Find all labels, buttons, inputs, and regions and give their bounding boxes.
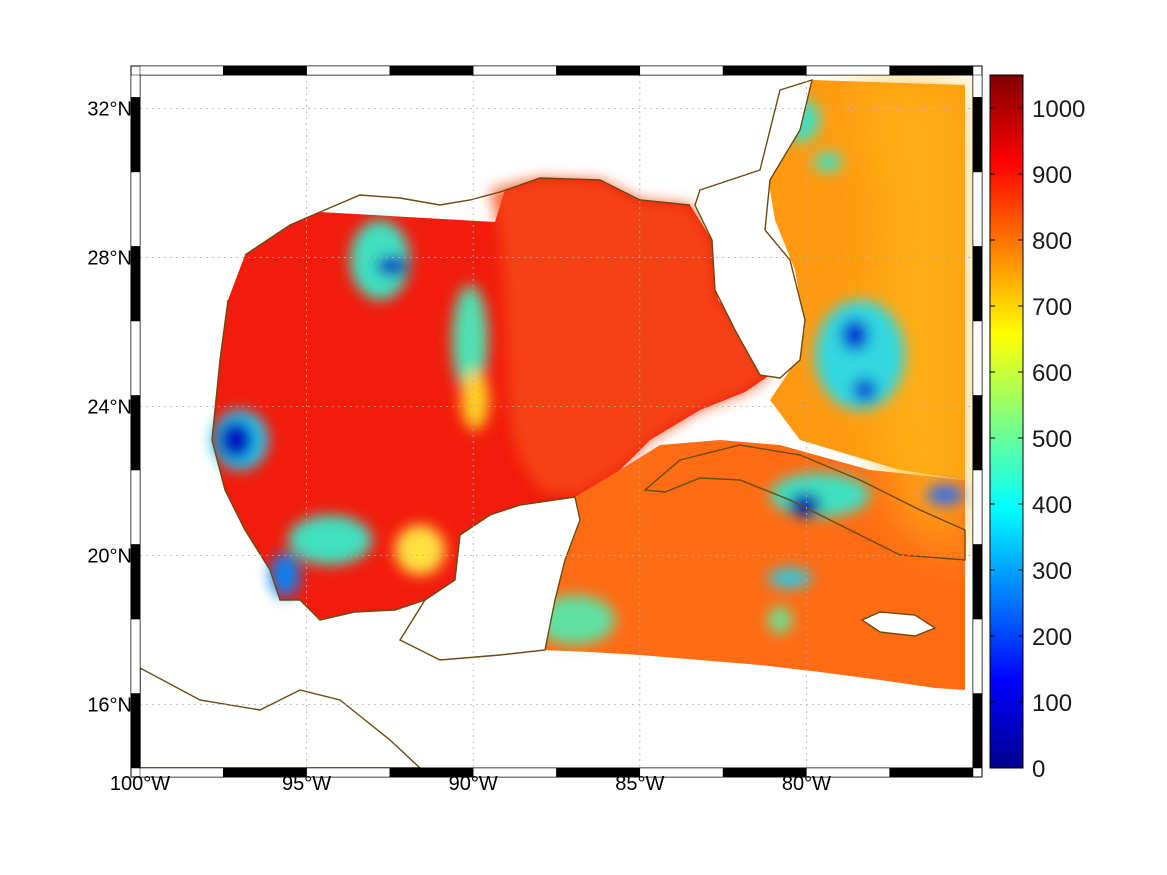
frame-segment (130, 171, 141, 247)
frame-segment (972, 320, 983, 396)
colorbar-tick-label: 900 (1032, 162, 1072, 189)
colorbar-ticks: 0 100 200 300 400 500 600 700 800 900 1000 (990, 96, 1085, 783)
frame-segment (639, 65, 724, 76)
frame-segment (130, 97, 141, 173)
land-central-america (140, 667, 422, 768)
frame-segment (972, 97, 983, 173)
plot-area (140, 75, 973, 768)
frame-segment (130, 320, 141, 396)
land-cuba (643, 444, 966, 561)
longitude-tick-label: 85°W (615, 773, 664, 795)
frame-segment (389, 65, 474, 76)
frame-segment (130, 395, 141, 471)
frame-segment (972, 693, 983, 769)
latitude-tick-label: 24°N (87, 397, 132, 419)
colorbar-tick-label: 1000 (1032, 96, 1085, 123)
frame-segment (889, 767, 974, 778)
frame-segment (972, 74, 983, 98)
longitude-labels: 100°W 95°W 90°W 85°W 80°W (110, 773, 831, 795)
frame-segment (972, 395, 983, 471)
longitude-tick-label: 100°W (110, 773, 170, 795)
land-florida (694, 78, 813, 379)
frame-segment (972, 618, 983, 694)
map-frame (130, 65, 983, 778)
colorbar-tick-label: 200 (1032, 624, 1072, 651)
frame-segment (130, 618, 141, 694)
frame-segment (130, 693, 141, 769)
colorbar-tick-label: 700 (1032, 294, 1072, 321)
frame-segment (139, 65, 224, 76)
frame-segment (889, 65, 974, 76)
colorbar-tick-label: 0 (1032, 756, 1045, 783)
frame-segment (472, 65, 557, 76)
colorbar-tick-label: 600 (1032, 360, 1072, 387)
colorbar-tick-label: 100 (1032, 690, 1072, 717)
frame-segment (972, 171, 983, 247)
latitude-tick-label: 28°N (87, 248, 132, 270)
land-jamaica (860, 611, 937, 637)
low-value-features (212, 98, 963, 645)
longitude-tick-label: 90°W (449, 773, 498, 795)
longitude-tick-label: 80°W (782, 773, 831, 795)
colorbar-tick-label: 400 (1032, 492, 1072, 519)
land-masses (140, 78, 966, 768)
frame-segment (223, 65, 307, 76)
data-field-atlantic-edge (850, 80, 965, 560)
frame-segment (972, 544, 983, 620)
latitude-tick-label: 20°N (87, 546, 132, 568)
frame-segment (806, 65, 890, 76)
frame-segment (972, 469, 983, 545)
longitude-tick-label: 95°W (282, 773, 331, 795)
frame-segment (306, 65, 391, 76)
frame-segment (556, 65, 641, 76)
frame-segment (722, 65, 807, 76)
frame-segment (130, 246, 141, 322)
colorbar-tick-label: 800 (1032, 228, 1072, 255)
colorbar (989, 74, 1024, 769)
frame-segment (972, 246, 983, 322)
latitude-tick-label: 32°N (87, 99, 132, 121)
frame-segment (130, 544, 141, 620)
frame-segment (130, 74, 141, 98)
colorbar-tick-label: 300 (1032, 558, 1072, 585)
latitude-tick-label: 16°N (87, 695, 132, 717)
frame-segment (130, 469, 141, 545)
land-yucatan (398, 496, 581, 661)
latitude-labels: 16°N 20°N 24°N 28°N 32°N (87, 99, 132, 717)
colorbar-tick-label: 500 (1032, 426, 1072, 453)
gulf-coastline (211, 177, 691, 621)
